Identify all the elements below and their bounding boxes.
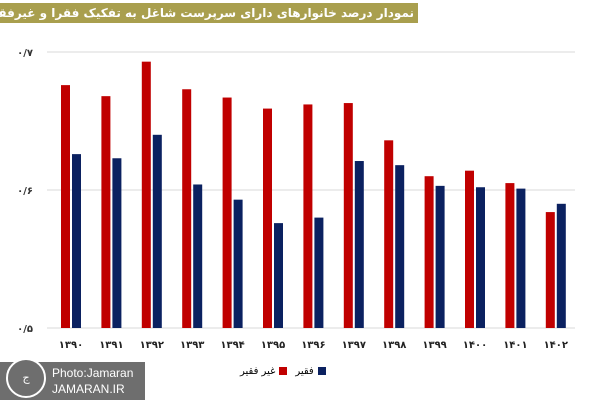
watermark: ج Photo:Jamaran JAMARAN.IR (0, 358, 145, 400)
bar-poor (314, 217, 324, 328)
bar-poor (72, 154, 81, 328)
bar-nonpoor (424, 176, 434, 328)
bar-nonpoor (343, 103, 353, 328)
legend-swatch-poor (317, 367, 326, 375)
legend-item-nonpoor: غیر فقیر (240, 366, 288, 377)
legend-label-nonpoor: غیر فقیر (240, 366, 276, 377)
x-tick-label: ۱۳۹۶ (301, 340, 325, 351)
bar-nonpoor (303, 104, 313, 328)
bar-poor (476, 187, 485, 328)
bar-poor (193, 184, 203, 328)
x-tick-label: ۱۳۹۷ (342, 340, 366, 351)
jamaran-logo: ج (6, 358, 46, 398)
bar-poor (112, 158, 122, 328)
x-tick-label: ۱۳۹۴ (220, 340, 244, 351)
legend-label-poor: فقیر (295, 366, 314, 377)
legend-swatch-nonpoor (279, 367, 288, 375)
x-tick-label: ۱۳۹۵ (261, 340, 285, 351)
bar-nonpoor (384, 140, 394, 328)
bar-poor (274, 223, 283, 328)
legend-item-poor: فقیر (295, 366, 326, 377)
x-tick-label: ۱۴۰۰ (463, 340, 487, 351)
bar-nonpoor (182, 89, 192, 328)
bar-poor (556, 203, 566, 328)
bar-nonpoor (222, 97, 232, 328)
x-tick-label: ۱۳۹۳ (180, 340, 204, 351)
bar-nonpoor (465, 170, 474, 328)
bar-poor (354, 161, 364, 328)
watermark-line1: Photo:Jamaran (52, 366, 134, 380)
bar-nonpoor (61, 85, 70, 329)
bar-poor (152, 134, 162, 328)
bar-poor (233, 199, 243, 328)
watermark-line2: JAMARAN.IR (52, 382, 125, 396)
x-tick-label: ۱۴۰۱ (503, 340, 527, 351)
x-tick-label: ۱۳۹۲ (140, 340, 164, 351)
bar-nonpoor (505, 183, 515, 328)
bar-poor (395, 165, 405, 328)
x-tick-label: ۱۳۹۸ (382, 340, 406, 351)
bar-nonpoor (263, 108, 272, 328)
legend: فقیر غیر فقیر (240, 366, 326, 377)
x-tick-label: ۱۳۹۱ (99, 340, 123, 351)
bar-poor (435, 185, 445, 328)
x-tick-label: ۱۳۹۰ (59, 340, 83, 351)
x-tick-label: ۱۳۹۹ (422, 340, 446, 351)
bar-poor (516, 188, 526, 328)
x-tick-label: ۱۴۰۲ (544, 340, 568, 351)
bar-nonpoor (545, 212, 555, 328)
y-tick-label: ۰/۷ (17, 48, 33, 59)
chart-title: نمودار درصد خانوارهای دارای سرپرست شاغل … (0, 3, 418, 23)
y-tick-label: ۰/۶ (17, 186, 33, 197)
bar-nonpoor (101, 96, 111, 328)
y-tick-label: ۰/۵ (17, 324, 33, 335)
bar-nonpoor (141, 61, 151, 328)
